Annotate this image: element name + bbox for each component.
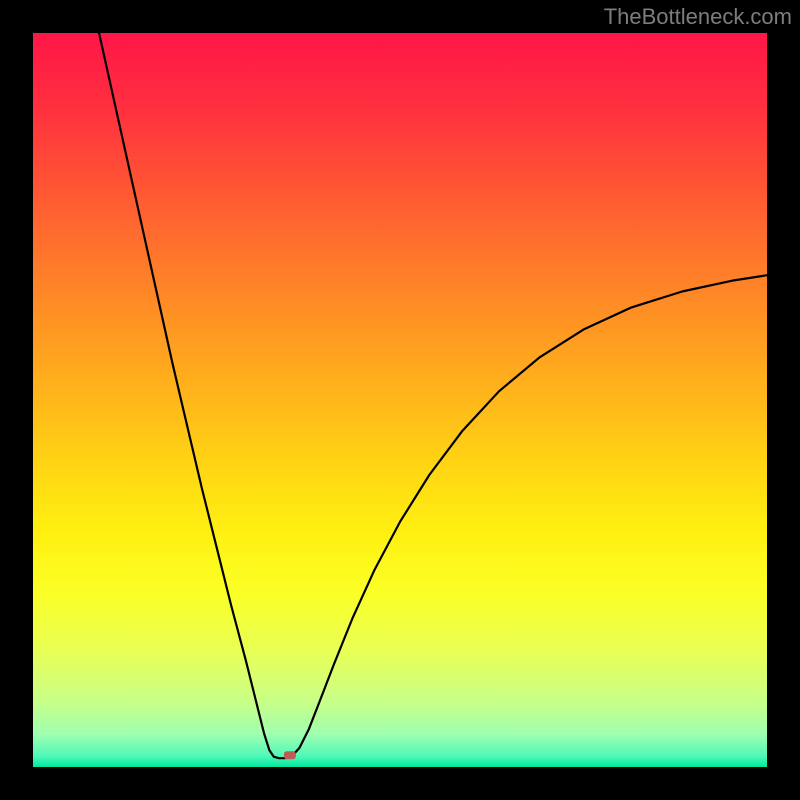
watermark-label: TheBottleneck.com <box>604 4 792 30</box>
optimum-marker <box>284 751 296 759</box>
chart-wrapper: TheBottleneck.com <box>0 0 800 800</box>
plot-gradient-background <box>33 33 767 767</box>
bottleneck-chart <box>0 0 800 800</box>
